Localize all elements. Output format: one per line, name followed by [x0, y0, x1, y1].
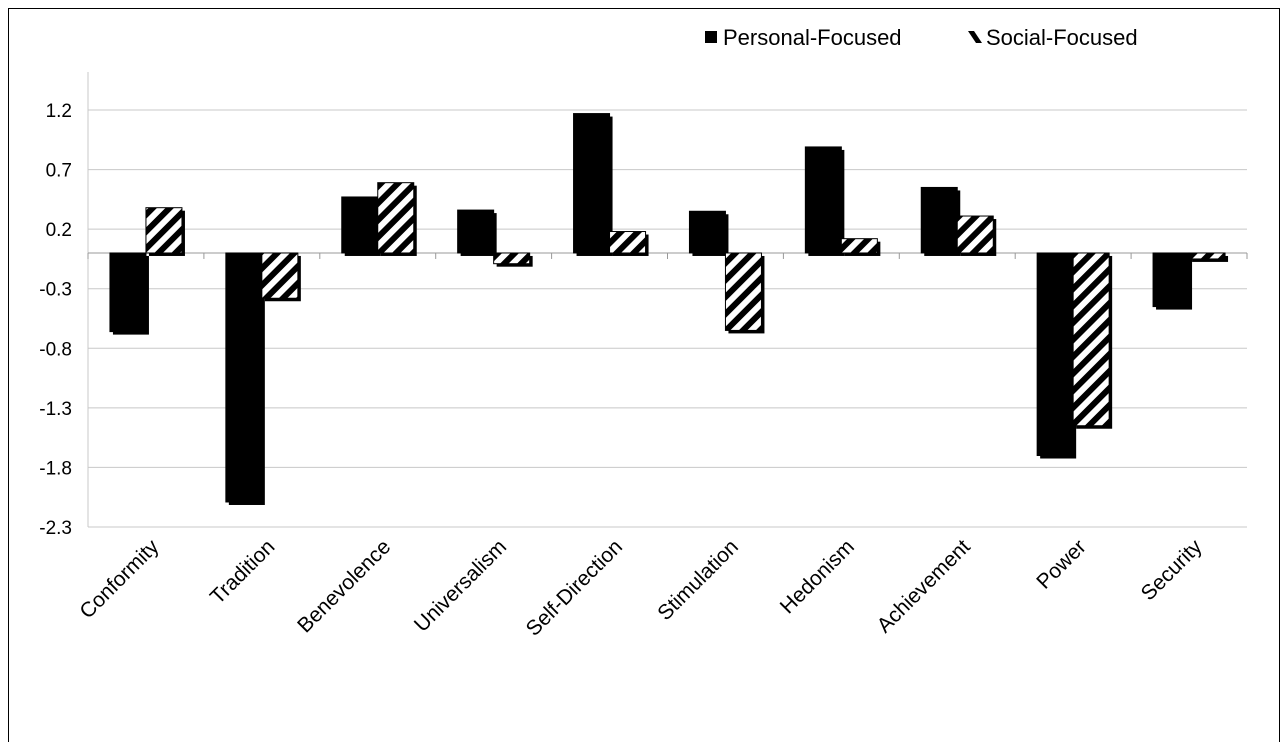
- social-focused-legend-label: Social-Focused: [986, 25, 1138, 50]
- personal-focused-bar: [920, 186, 958, 254]
- social-focused-bar: [261, 252, 299, 299]
- social-focused-bar: [377, 182, 415, 254]
- personal-focused-bar: [1036, 252, 1074, 457]
- category-label: Hedonism: [776, 535, 859, 618]
- personal-focused-legend-swatch: [705, 31, 717, 43]
- category-label: Benevolence: [293, 535, 395, 637]
- y-tick-label: -1.3: [39, 399, 72, 420]
- personal-focused-bar: [457, 209, 495, 254]
- category-label: Power: [1032, 535, 1090, 593]
- legend: Personal-Focused Social-Focused: [705, 25, 1138, 50]
- category-label: Achievement: [873, 535, 975, 637]
- personal-focused-bar: [341, 196, 379, 254]
- social-focused-bar: [493, 252, 531, 265]
- personal-focused-bar: [573, 113, 611, 254]
- category-label: Conformity: [75, 535, 163, 623]
- personal-focused-bar: [804, 146, 842, 254]
- bars: [109, 113, 1229, 505]
- y-tick-label: 1.2: [46, 101, 72, 122]
- social-focused-bar: [840, 238, 878, 254]
- category-label: Stimulation: [653, 535, 743, 625]
- y-tick-label: -0.3: [39, 280, 72, 301]
- category-label: Self-Direction: [522, 535, 627, 640]
- y-tick-label: 0.7: [46, 161, 72, 182]
- personal-focused-bar: [109, 252, 147, 333]
- personal-focused-bar: [1152, 252, 1190, 308]
- personal-focused-bar: [688, 210, 726, 254]
- social-focused-bar: [1188, 252, 1226, 260]
- personal-focused-legend-label: Personal-Focused: [723, 25, 902, 50]
- chart-frame: [8, 8, 1280, 742]
- social-focused-bar: [724, 252, 762, 331]
- personal-focused-bar: [225, 252, 263, 503]
- category-label: Universalism: [410, 535, 511, 636]
- y-tick-label: -1.8: [39, 458, 72, 479]
- social-focused-bar: [145, 207, 183, 254]
- y-tick-label: -2.3: [39, 518, 72, 539]
- social-focused-bar: [1072, 252, 1110, 427]
- social-focused-bar: [956, 215, 994, 254]
- category-label: Security: [1137, 535, 1207, 605]
- y-tick-label: 0.2: [46, 220, 72, 241]
- social-focused-legend-swatch: [968, 31, 982, 43]
- social-focused-bar: [609, 231, 647, 254]
- category-label: Tradition: [206, 535, 279, 608]
- y-tick-label: -0.8: [39, 339, 72, 360]
